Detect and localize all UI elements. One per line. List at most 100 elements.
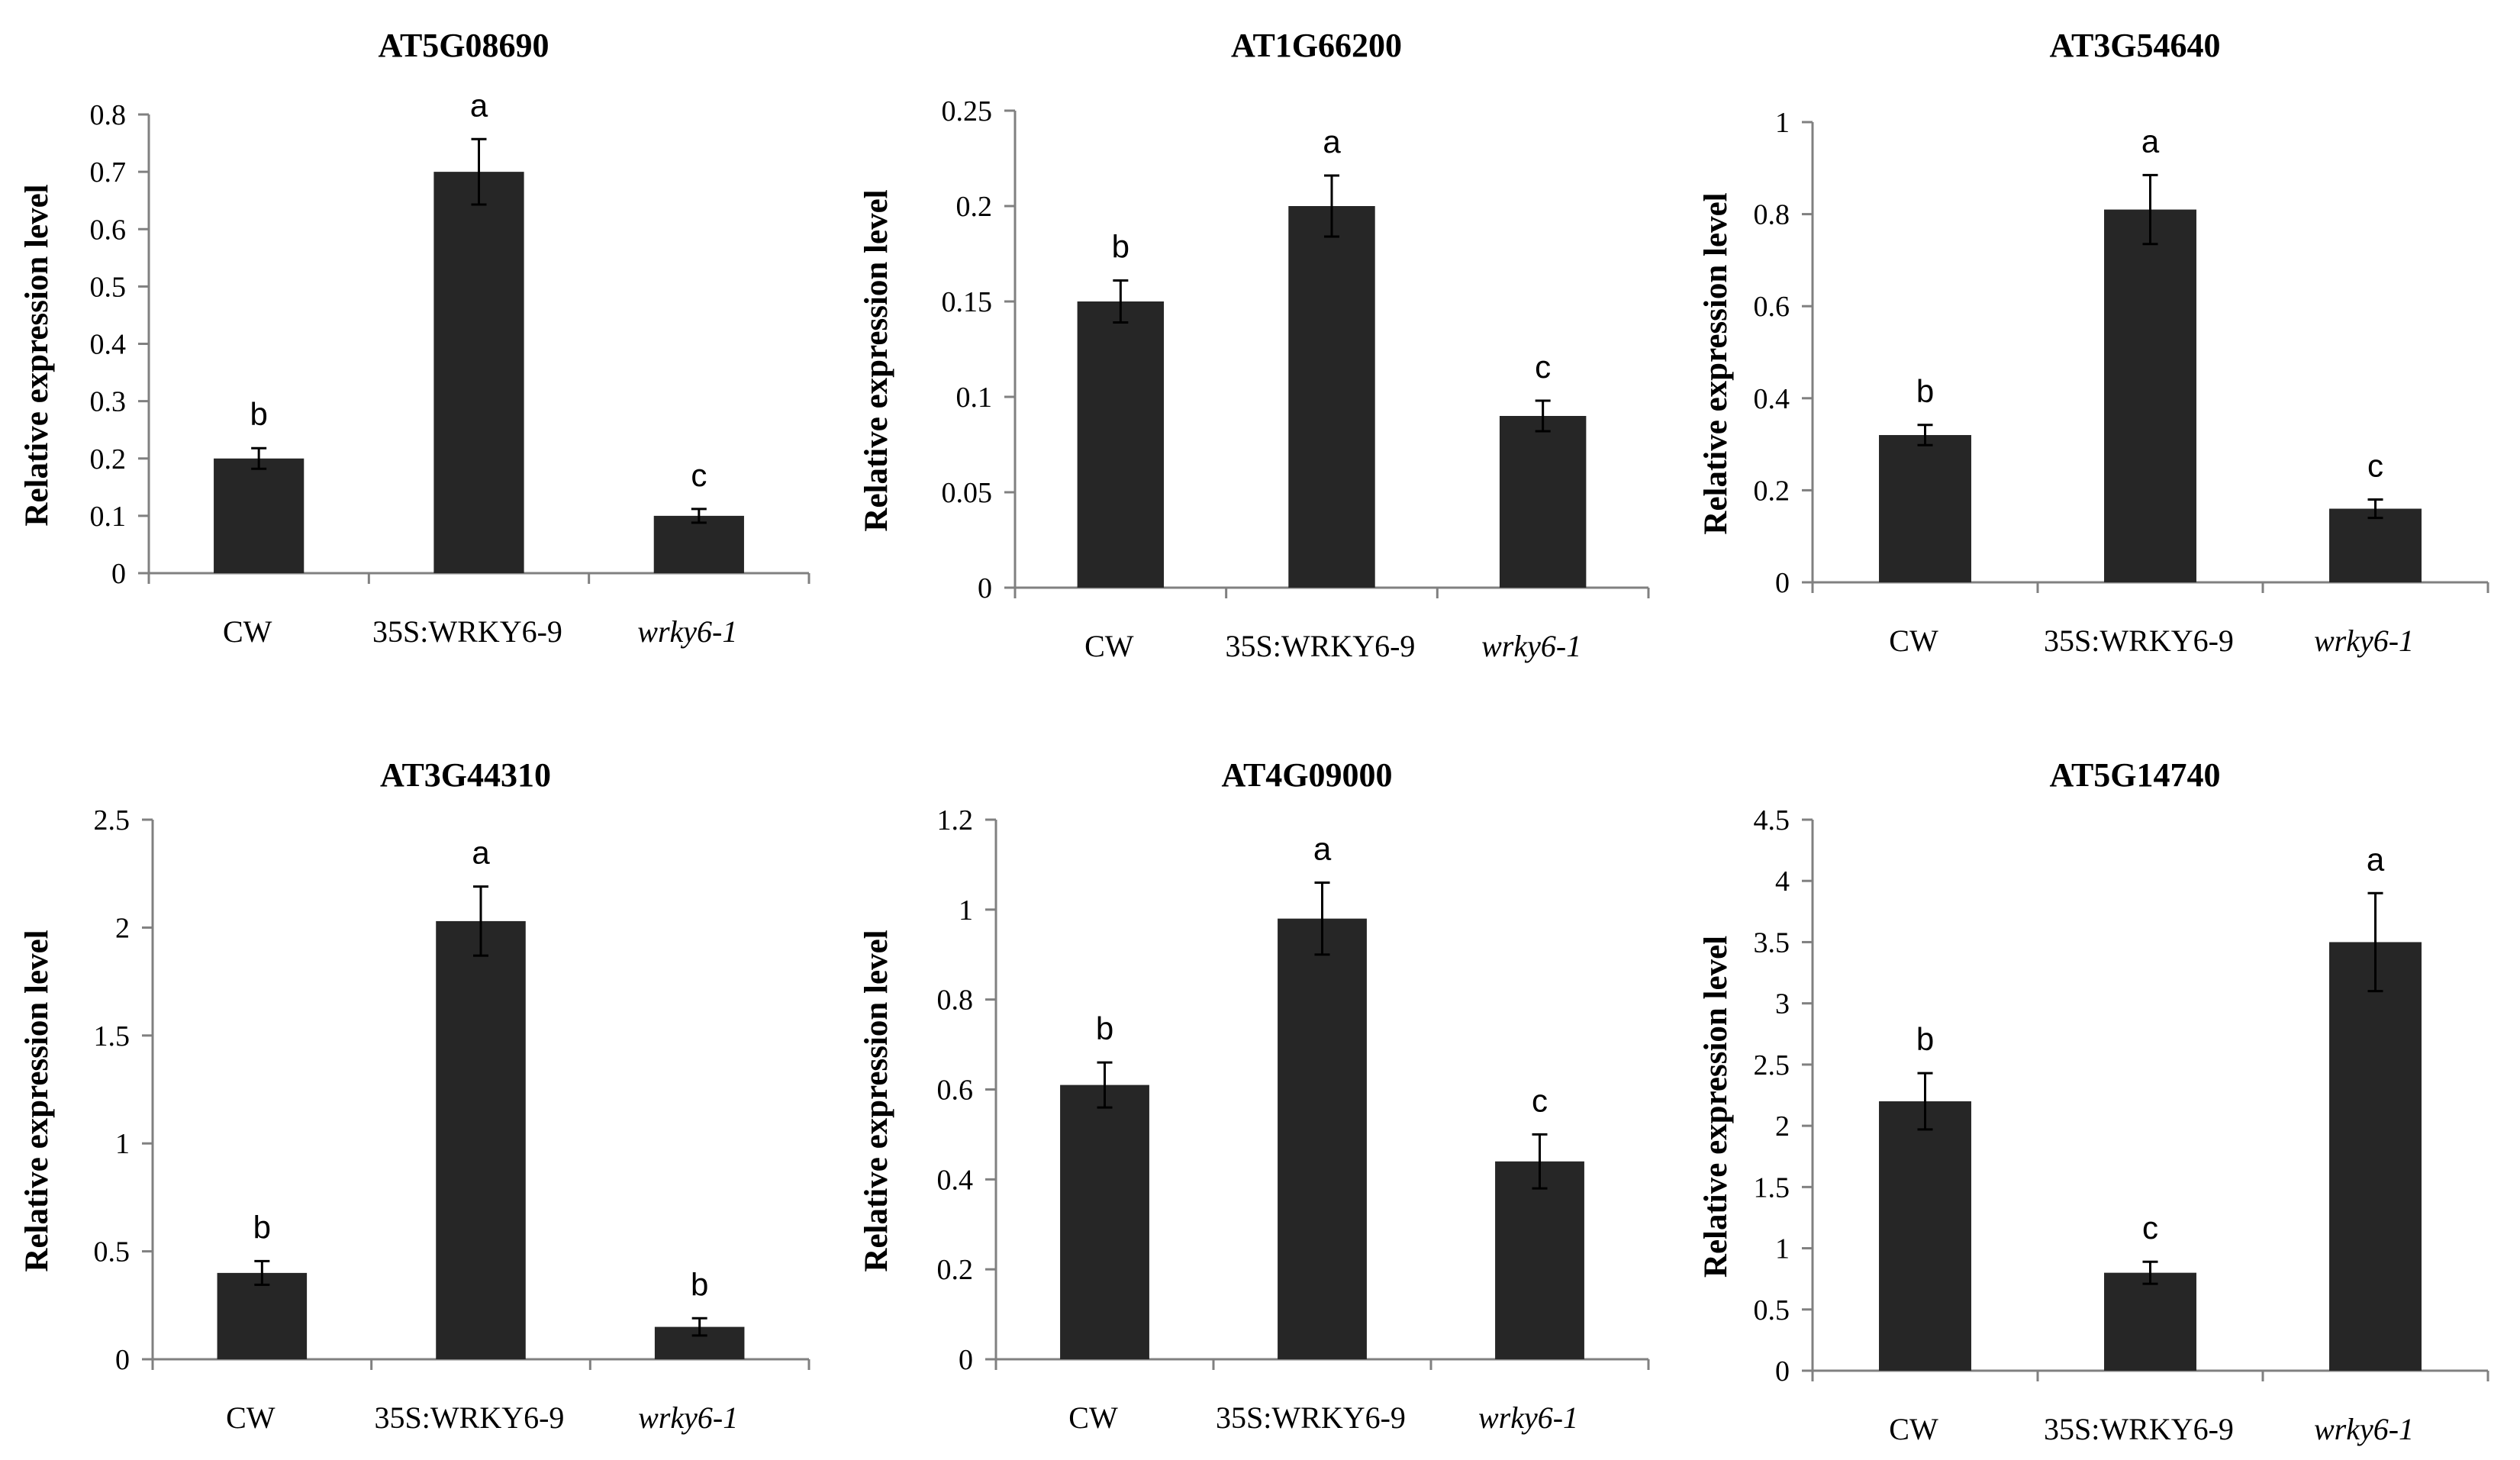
chart-panel-6: AT5G14740 Relative expression level 0 0.5 1 1… <box>1679 730 2518 1459</box>
x-category-label: CW <box>1889 1412 1938 1446</box>
y-tick-label: 3.5 <box>1754 927 1790 959</box>
chart-title: AT3G54640 <box>2049 27 2220 64</box>
y-tick-label: 0.4 <box>937 1164 974 1196</box>
y-tick-label: 4 <box>1775 865 1790 898</box>
x-category-label: CW <box>223 614 272 649</box>
bar <box>2329 508 2422 582</box>
significance-letter: b <box>1916 373 1934 409</box>
chart-panel-5: AT4G09000 Relative expression level 0 0.2 0.… <box>839 730 1679 1459</box>
y-axis-label: Relative expression level <box>1698 192 1734 534</box>
y-tick-label: 0 <box>1775 1355 1790 1387</box>
y-axis-label: Relative expression level <box>19 930 55 1271</box>
y-tick-label: 0.15 <box>942 286 993 318</box>
bar <box>2329 942 2422 1371</box>
significance-letter: c <box>691 457 707 493</box>
chart-svg: AT3G54640 Relative expression level 0 0.2 0.… <box>1698 27 2489 658</box>
bar <box>1077 301 1165 588</box>
y-tick-label: 1 <box>1775 107 1790 139</box>
x-category-label: CW <box>226 1400 276 1435</box>
chart-title: AT5G14740 <box>2049 756 2220 794</box>
chart-panel-2: AT1G66200 Relative expression level 0 0.05 0… <box>839 0 1679 730</box>
chart-title: AT1G66200 <box>1231 27 1402 64</box>
significance-letter: b <box>1096 1010 1113 1046</box>
bar <box>653 515 744 573</box>
y-tick-label: 0 <box>1775 567 1790 599</box>
y-tick-label: 4.5 <box>1754 804 1790 836</box>
bar <box>1288 206 1375 588</box>
x-category-label: CW <box>1889 624 1938 658</box>
y-tick-label: 1.5 <box>1754 1172 1790 1204</box>
y-tick-label: 0.4 <box>90 329 127 361</box>
x-category-label: wrky6-1 <box>1481 629 1581 663</box>
y-tick-label: 0.05 <box>942 477 993 509</box>
bar <box>214 458 305 573</box>
y-tick-label: 0.1 <box>90 501 127 533</box>
significance-letter: a <box>470 87 488 123</box>
chart-panel-3: AT3G54640 Relative expression level 0 0.2 0.… <box>1679 0 2518 730</box>
x-category-label: wrky6-1 <box>1478 1400 1578 1435</box>
significance-letter: c <box>2142 1210 2158 1246</box>
x-category-label: wrky6-1 <box>2314 624 2414 658</box>
bar <box>2104 1272 2196 1371</box>
bar <box>1278 918 1367 1359</box>
y-tick-label: 0.4 <box>1754 383 1790 415</box>
bar <box>1879 435 1971 582</box>
y-tick-label: 0 <box>978 572 992 604</box>
y-tick-label: 2.5 <box>1754 1049 1790 1081</box>
chart-title: AT4G09000 <box>1221 756 1392 794</box>
x-category-label: 35S:WRKY6-9 <box>1226 629 1416 663</box>
significance-letter: a <box>472 835 490 871</box>
y-tick-label: 1 <box>1775 1233 1790 1265</box>
chart-svg: AT1G66200 Relative expression level 0 0.05 0… <box>859 27 1650 663</box>
y-tick-label: 2.5 <box>94 804 131 836</box>
y-tick-label: 0.6 <box>90 214 127 246</box>
x-category-label: 35S:WRKY6-9 <box>1216 1400 1406 1435</box>
y-tick-label: 0.5 <box>90 271 127 303</box>
y-axis-label: Relative expression level <box>1698 936 1734 1278</box>
significance-letter: b <box>250 396 267 432</box>
y-tick-label: 2 <box>115 912 130 944</box>
y-tick-label: 0.8 <box>1754 199 1790 231</box>
y-tick-label: 0.2 <box>90 443 127 475</box>
y-tick-label: 2 <box>1775 1110 1790 1143</box>
y-tick-label: 0 <box>111 558 126 590</box>
x-category-label: 35S:WRKY6-9 <box>372 614 562 649</box>
y-tick-label: 0 <box>115 1344 130 1376</box>
y-tick-label: 0.5 <box>1754 1294 1790 1326</box>
bar <box>436 920 526 1359</box>
chart-title: AT5G08690 <box>378 27 549 64</box>
significance-letter: c <box>1535 349 1551 385</box>
bar <box>2104 209 2196 582</box>
bar <box>1499 416 1587 588</box>
significance-letter: a <box>1313 830 1332 866</box>
x-category-label: wrky6-1 <box>638 1400 738 1435</box>
significance-letter: a <box>1323 124 1341 160</box>
x-category-label: CW <box>1068 1400 1118 1435</box>
chart-svg: AT4G09000 Relative expression level 0 0.2 0.… <box>859 756 1650 1435</box>
y-tick-label: 0.1 <box>956 382 993 414</box>
significance-letter: b <box>691 1266 708 1302</box>
chart-svg: AT5G08690 Relative expression level 0 0.1 0.… <box>19 27 810 649</box>
chart-title: AT3G44310 <box>380 756 551 794</box>
y-tick-label: 0.25 <box>942 95 993 127</box>
bar <box>1060 1085 1149 1359</box>
y-axis-label: Relative expression level <box>859 189 894 531</box>
y-tick-label: 1 <box>115 1128 130 1160</box>
y-axis-label: Relative expression level <box>19 184 55 526</box>
y-tick-label: 0.8 <box>90 99 127 131</box>
y-tick-label: 0.8 <box>937 985 974 1017</box>
significance-letter: b <box>253 1209 271 1245</box>
y-tick-label: 0.6 <box>1754 291 1790 323</box>
y-tick-label: 0 <box>959 1344 973 1376</box>
significance-letter: a <box>2141 123 2160 159</box>
y-tick-label: 0.2 <box>1754 475 1790 507</box>
y-tick-label: 3 <box>1775 988 1790 1020</box>
bar <box>217 1272 308 1359</box>
y-tick-label: 0.2 <box>937 1254 974 1286</box>
y-tick-label: 0.7 <box>90 156 127 189</box>
y-tick-label: 0.3 <box>90 386 127 418</box>
bar <box>1495 1161 1584 1359</box>
significance-letter: c <box>2367 447 2383 483</box>
y-tick-label: 0.6 <box>937 1075 974 1107</box>
